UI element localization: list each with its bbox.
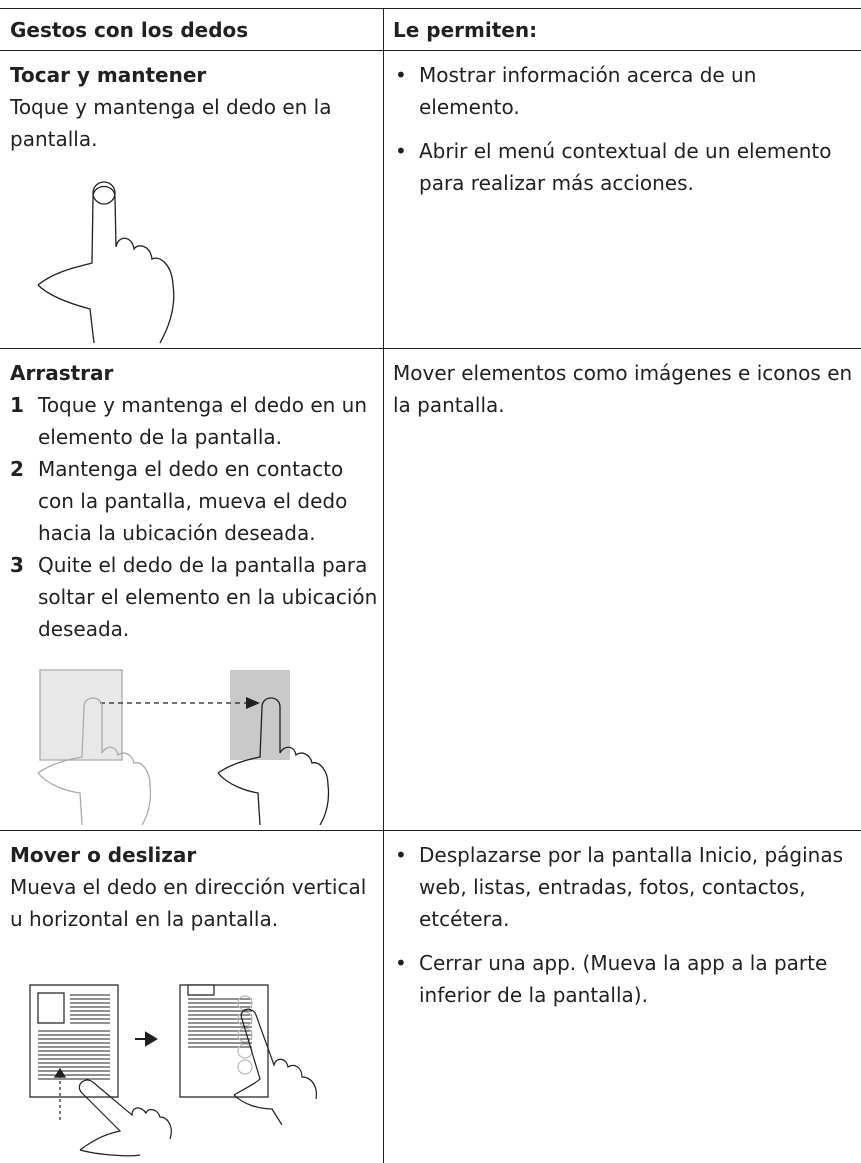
rule <box>0 50 861 51</box>
step-text: Quite el dedo de la pantalla para soltar… <box>38 553 378 641</box>
step-text: Toque y mantenga el dedo en un elemento … <box>38 393 368 449</box>
uses-cell: Mostrar información acerca de un element… <box>393 59 853 211</box>
gesture-cell: Tocar y mantener Toque y mantenga el ded… <box>10 59 378 155</box>
steps-list: 1 Toque y mantenga el dedo en un elemento… <box>10 389 378 645</box>
step: 2 Mantenga el dedo en contacto con la pan… <box>10 453 378 549</box>
gesture-description: Toque y mantenga el dedo en la pantalla. <box>10 95 332 151</box>
step-number: 1 <box>10 393 24 417</box>
step-number: 3 <box>10 553 24 577</box>
header: Le permiten: <box>393 18 538 42</box>
step: 1 Toque y mantenga el dedo en un elemento… <box>10 389 378 453</box>
column-rule <box>383 8 384 1163</box>
use-item: Mostrar información acerca de un element… <box>393 59 853 123</box>
step-text: Mantenga el dedo en contacto con la pant… <box>38 457 348 545</box>
gesture-title: Arrastrar <box>10 361 114 385</box>
swipe-illustration <box>20 975 360 1160</box>
gesture-cell: Mover o deslizar Mueva el dedo en direcc… <box>10 839 378 935</box>
gesture-title: Tocar y mantener <box>10 63 207 87</box>
gesture-cell: Arrastrar 1 Toque y mantenga el dedo en u… <box>10 357 378 645</box>
step-number: 2 <box>10 457 24 481</box>
use-item: Cerrar una app. (Mueva la app a la parte… <box>393 947 853 1011</box>
gesture-title: Mover o deslizar <box>10 843 197 867</box>
use-item: Abrir el menú contextual de un elemento … <box>393 135 853 199</box>
rule <box>0 348 861 349</box>
use-item: Desplazarse por la pantalla Inicio, pági… <box>393 839 853 935</box>
uses-list: Mostrar información acerca de un element… <box>393 59 853 199</box>
rule <box>0 8 861 9</box>
step: 3 Quite el dedo de la pantalla para solta… <box>10 549 378 645</box>
use-text: Mover elementos como imágenes e iconos e… <box>393 361 853 417</box>
uses-cell: Desplazarse por la pantalla Inicio, pági… <box>393 839 853 1023</box>
header: Gestos con los dedos <box>10 18 249 42</box>
gesture-description: Mueva el dedo en dirección vertical u ho… <box>10 875 367 931</box>
uses-list: Desplazarse por la pantalla Inicio, pági… <box>393 839 853 1011</box>
rule <box>0 830 861 831</box>
drag-illustration <box>30 665 350 825</box>
tap-hold-illustration <box>20 175 200 345</box>
